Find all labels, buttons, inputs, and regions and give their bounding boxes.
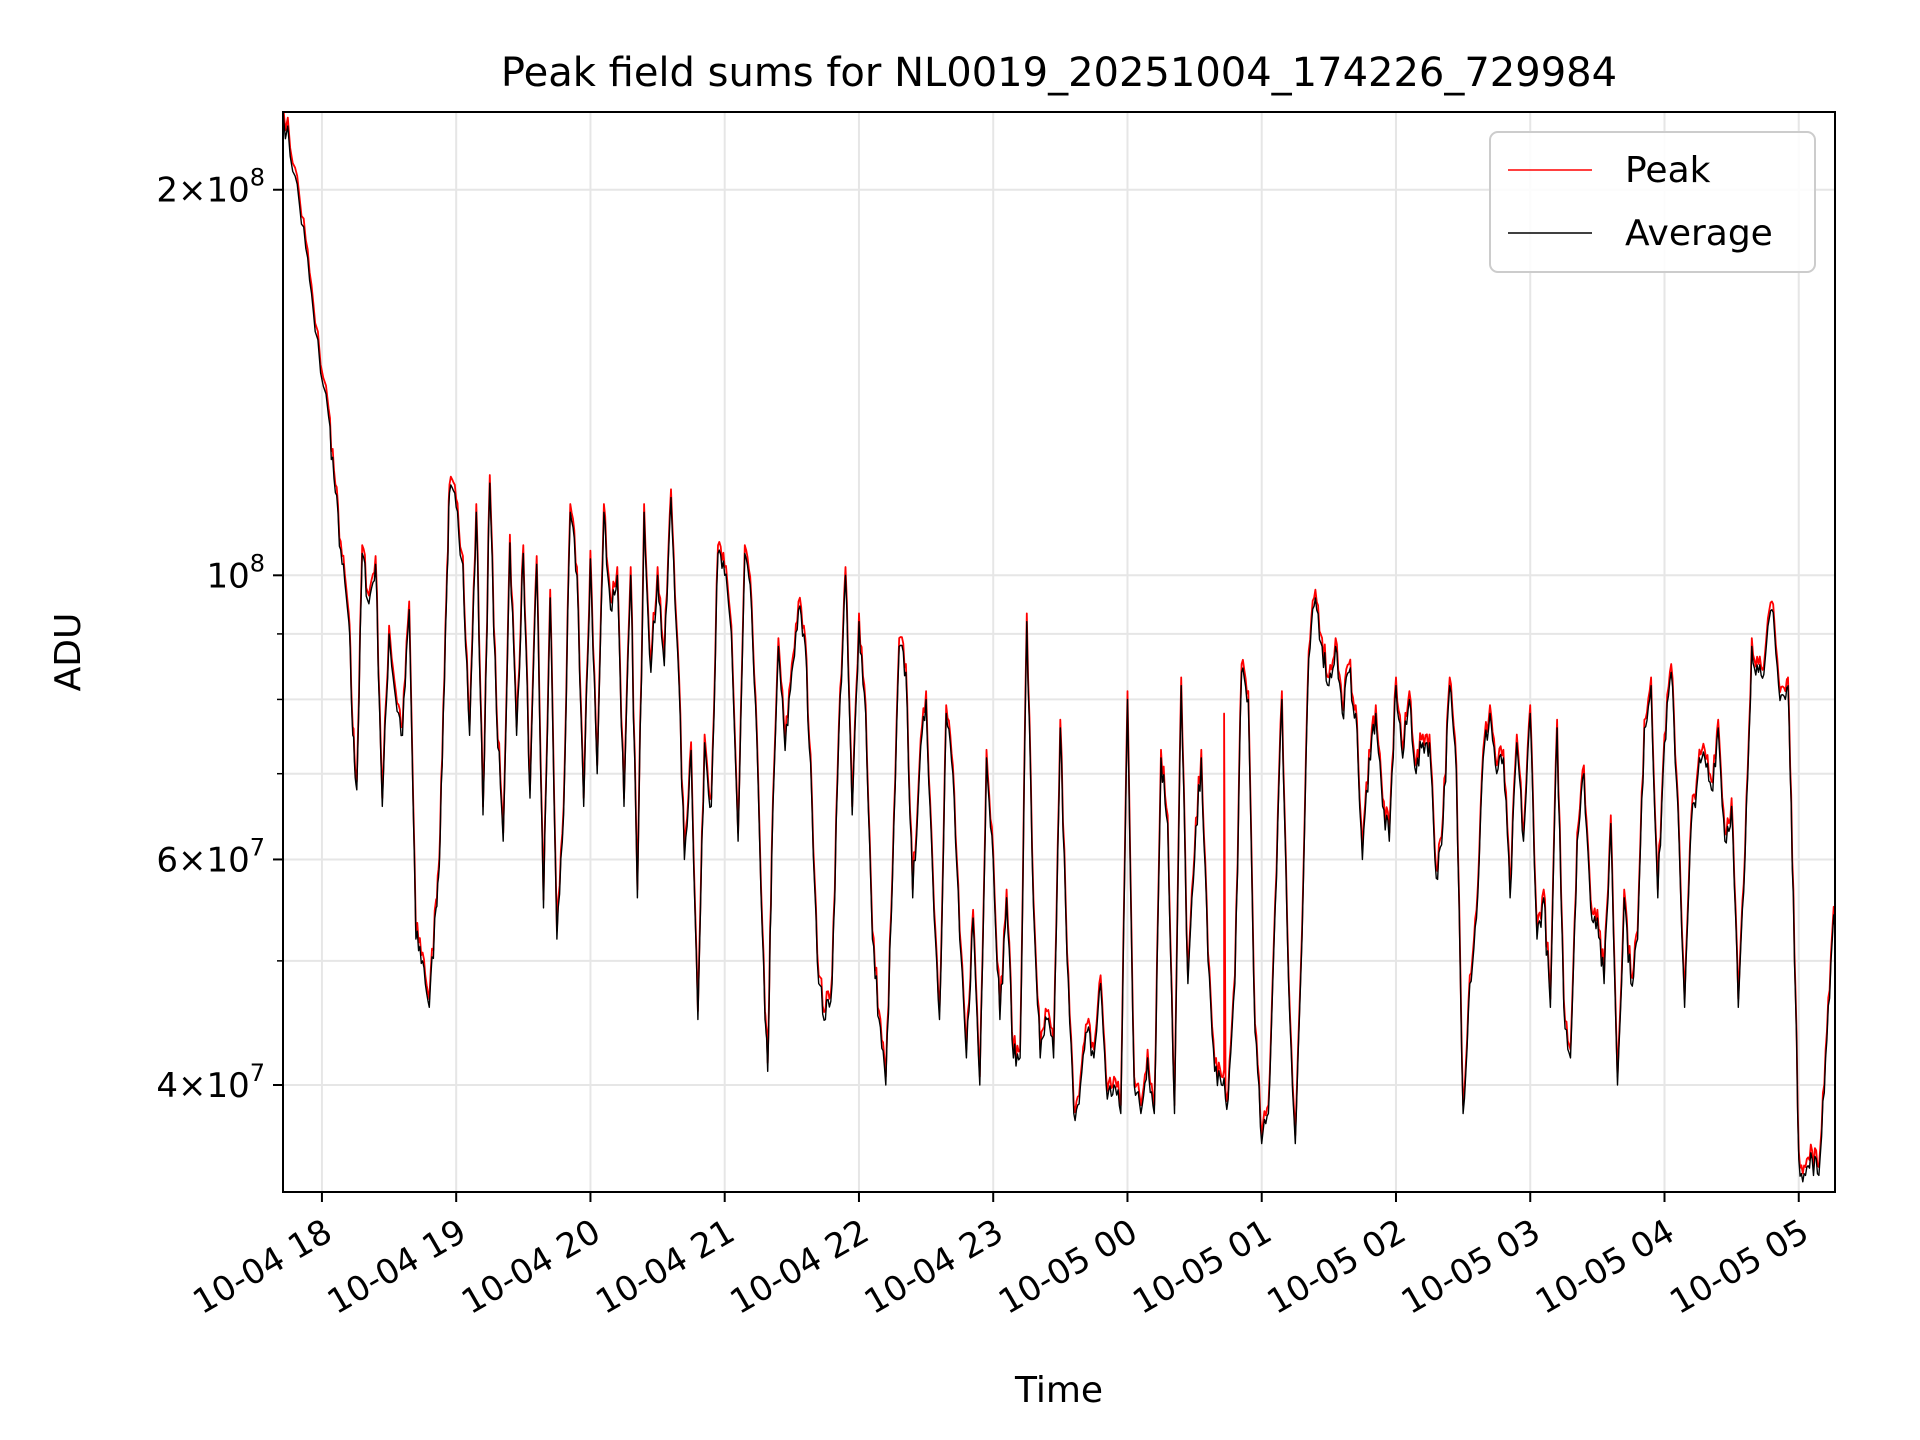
x-tick-label: 10-04 23	[858, 1212, 1010, 1323]
legend-label-peak: Peak	[1625, 150, 1711, 191]
x-tick-label: 10-04 22	[723, 1212, 875, 1323]
plot-frame	[282, 111, 1836, 1193]
y-tick-label: 2×108	[156, 164, 265, 211]
x-tick-label: 10-05 02	[1260, 1212, 1412, 1323]
x-tick-label: 10-04 20	[455, 1212, 607, 1323]
x-tick-label: 10-05 04	[1529, 1212, 1681, 1323]
y-tick-label: 6×107	[156, 833, 265, 880]
x-tick-label: 10-04 21	[589, 1212, 741, 1323]
series-line-average	[283, 112, 1835, 1183]
x-tick-label: 10-05 05	[1663, 1212, 1815, 1323]
x-tick-label: 10-05 01	[1126, 1212, 1278, 1323]
x-tick-label: 10-05 03	[1395, 1212, 1547, 1323]
y-tick-label: 108	[206, 549, 265, 596]
legend-box	[1489, 131, 1816, 273]
grid-lines	[283, 112, 1835, 1192]
legend: Peak Average	[1489, 131, 1816, 273]
chart-title: Peak field sums for NL0019_20251004_1742…	[501, 50, 1617, 96]
y-axis-label: ADU	[48, 613, 89, 692]
x-axis-label: Time	[1014, 1370, 1103, 1411]
x-tick-label: 10-05 00	[992, 1212, 1144, 1323]
series-group	[283, 112, 1835, 1183]
legend-label-average: Average	[1625, 213, 1773, 254]
x-tick-label: 10-04 18	[186, 1212, 338, 1323]
y-axis: 4×107 6×107 108 2×108	[156, 164, 283, 1106]
y-tick-label: 4×107	[156, 1059, 265, 1106]
x-tick-label: 10-04 19	[321, 1212, 473, 1323]
